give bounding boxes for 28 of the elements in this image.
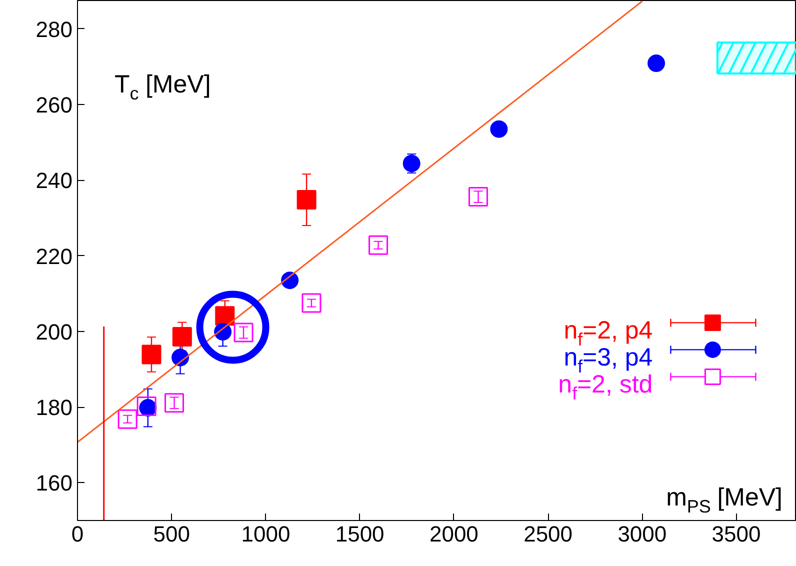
- point: [172, 326, 192, 346]
- point: [490, 120, 508, 138]
- point: [302, 293, 322, 313]
- y-tick-label: 260: [36, 92, 73, 118]
- x-tick-label: 2000: [429, 522, 478, 546]
- y-tick-label: 160: [36, 470, 73, 496]
- y-tick-label: 200: [36, 319, 73, 344]
- x-tick-label: 1500: [335, 522, 384, 546]
- x-tick-label: 2500: [524, 522, 573, 546]
- x-tick-label: 3500: [712, 522, 761, 546]
- point: [118, 409, 138, 429]
- x-tick-label: 3000: [618, 522, 667, 546]
- y-tick-label: 220: [36, 244, 73, 269]
- y-tick-label: 180: [36, 395, 73, 420]
- point: [234, 322, 254, 342]
- point: [296, 190, 316, 210]
- point: [468, 187, 488, 207]
- x-tick-label: 0: [71, 522, 84, 546]
- y-tick-label: 280: [36, 16, 73, 42]
- point: [648, 54, 666, 72]
- point: [164, 393, 184, 413]
- x-tick-label: 1000: [241, 522, 290, 546]
- point: [368, 235, 388, 255]
- y-tick-label: 240: [36, 168, 73, 194]
- x-tick-label: 500: [153, 522, 190, 546]
- point: [142, 344, 162, 364]
- point: [402, 154, 420, 172]
- point: [215, 306, 235, 326]
